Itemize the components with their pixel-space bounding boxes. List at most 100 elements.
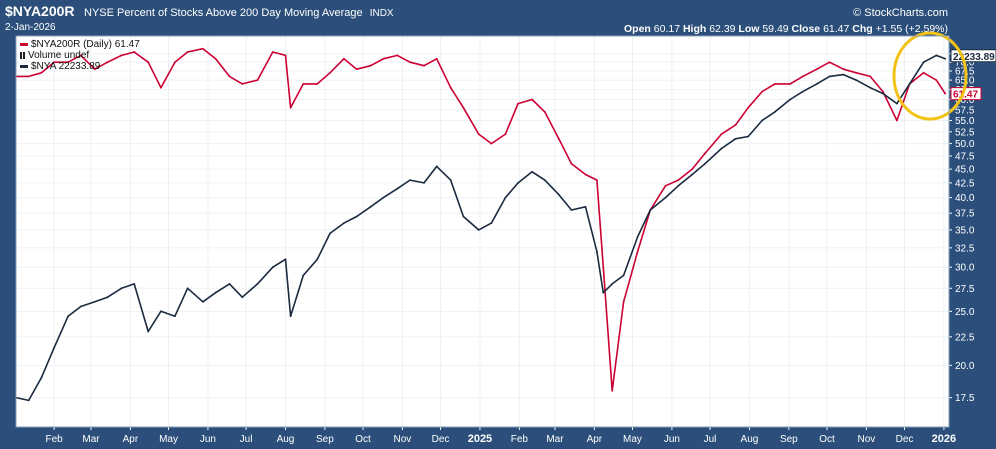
x-tick-label: Aug (277, 434, 295, 445)
nya-point (691, 173, 694, 176)
last-value-nya: 22233.89 (953, 52, 995, 63)
nya200r-point (815, 68, 818, 71)
nya-point (27, 399, 30, 402)
nya-point (228, 283, 231, 285)
high-value: 62.39 (709, 23, 736, 35)
nya-point (815, 83, 818, 85)
nya-point (677, 184, 680, 187)
nya-point (355, 215, 358, 218)
x-tick-label: Dec (432, 434, 450, 445)
open-label: Open (624, 23, 651, 35)
nya-point (490, 222, 493, 225)
y-tick-label: 27.5 (955, 284, 975, 295)
nya200r-point (842, 68, 845, 71)
chart-title: NYSE Percent of Stocks Above 200 Day Mov… (84, 7, 394, 19)
nya200r-point (241, 83, 244, 85)
x-tick-label: Dec (896, 434, 914, 445)
nya200r-point (531, 98, 533, 101)
nya-point (160, 310, 162, 313)
nya-point (622, 274, 625, 277)
y-tick-label: 22.5 (955, 332, 975, 343)
x-tick-label: Sep (316, 434, 334, 445)
nya-point (896, 102, 898, 105)
nya-point (174, 315, 176, 318)
nya200r-point (611, 389, 614, 392)
y-tick-label: 25.0 (955, 307, 975, 318)
nya-point (302, 274, 305, 277)
nya-point (186, 287, 189, 290)
low-value: 59.49 (762, 23, 789, 35)
nya200r-point (106, 61, 109, 64)
nya-point (93, 300, 96, 303)
x-tick-label: May (159, 434, 178, 445)
legend-nya: $NYA 22233.89 (20, 61, 100, 72)
x-tick-label: Oct (355, 434, 371, 445)
nya-point (584, 205, 587, 208)
nya-point (828, 75, 831, 78)
ohlc-quote: Open 60.17 High 62.39 Low 59.49 Close 61… (624, 23, 948, 35)
nya200r-point (93, 68, 96, 71)
nya200r-point (935, 79, 938, 81)
x-tick-label: 2026 (932, 433, 956, 445)
y-tick-label: 17.5 (955, 393, 975, 404)
nya-point (570, 209, 573, 211)
nya-point (789, 98, 791, 101)
nya-point (133, 283, 136, 285)
nya200r-point (801, 75, 804, 78)
nya200r-point (557, 137, 560, 140)
nya200r-point (734, 124, 737, 126)
nya200r-point (343, 57, 345, 60)
nya-point (256, 283, 259, 285)
nya-point (517, 182, 519, 184)
nya200r-point (27, 75, 30, 78)
nya-point (202, 300, 204, 303)
x-tick-label: Aug (741, 434, 759, 445)
nya-point (120, 287, 123, 290)
nya200r-point (517, 102, 519, 105)
last-value-nya200r: 61.47 (953, 90, 978, 101)
nya200r-point (622, 300, 625, 303)
nya-point (369, 205, 372, 208)
nya200r-point (774, 83, 776, 85)
y-tick-label: 35.0 (955, 225, 975, 236)
source-label: © StockCharts.com (853, 7, 948, 19)
y-tick-label: 30.0 (955, 263, 975, 274)
nya200r-point (704, 152, 706, 155)
nya200r-point (720, 133, 723, 136)
nya200r-point (664, 184, 667, 187)
nya200r-point (289, 106, 292, 109)
y-tick-label: 60.0 (955, 95, 975, 106)
nya-point (435, 165, 438, 168)
nya200r-point (922, 71, 925, 74)
nya200r-point (761, 90, 763, 93)
nya-point (704, 162, 706, 165)
legend-swatch-dark (20, 65, 28, 68)
nya200r-point (369, 64, 372, 67)
legend-text-nya200r: $NYA200R (Daily) 61.47 (31, 39, 140, 50)
nya-point (842, 73, 845, 76)
nya-point (720, 147, 723, 150)
nya-point (649, 209, 652, 211)
nya200r-point (504, 133, 507, 136)
x-tick-label: Mar (546, 434, 564, 445)
nya-point (53, 346, 55, 349)
y-tick-label: 57.5 (955, 105, 975, 116)
nya200r-point (147, 61, 150, 64)
nya200r-point (67, 61, 69, 64)
nya200r-point (596, 179, 598, 182)
nya-point (423, 182, 425, 184)
x-tick-label: Apr (587, 434, 603, 445)
nya200r-point (677, 179, 680, 182)
nya-point (289, 315, 292, 318)
nya-point (855, 79, 858, 81)
nya-point (271, 266, 274, 269)
x-tick-label: Jun (200, 434, 216, 445)
legend-text-nya: $NYA 22233.89 (31, 61, 101, 72)
nya-point (774, 111, 776, 113)
open-value: 60.17 (653, 23, 681, 35)
nya-point (557, 193, 560, 196)
nya-point (241, 296, 244, 299)
nya200r-point (828, 61, 831, 64)
nya200r-point (896, 119, 898, 122)
